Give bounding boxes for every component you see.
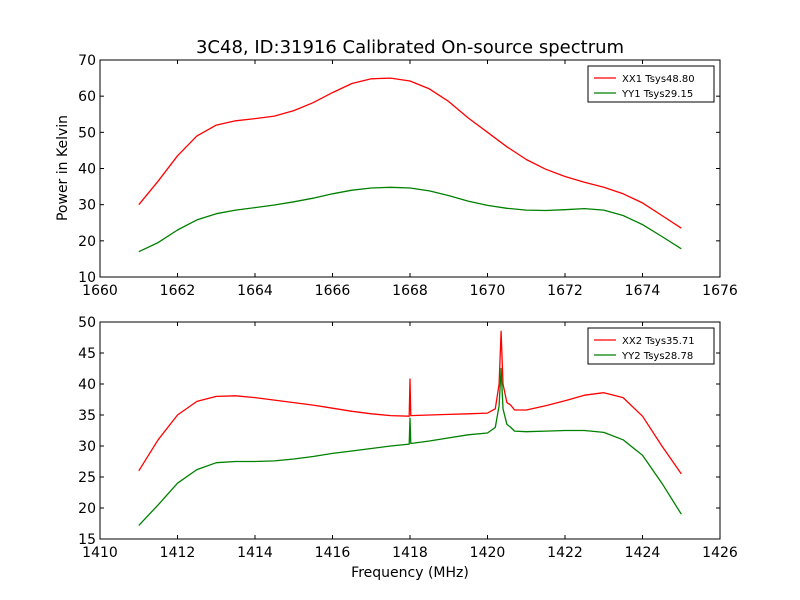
y-tick-label: 50 [78,125,96,141]
y-axis-label: Power in Kelvin [55,115,71,221]
legend-label: XX2 Tsys35.71 [622,336,695,347]
plot-bottom: 1410 1412 1414 1416 1418 1420 1422 1424 1426 15 20… [78,315,738,561]
y-tick-label: 50 [78,315,96,331]
legend-box [587,327,715,365]
x-tick-label: 1422 [547,545,583,561]
series-line-top-2 [138,186,682,253]
x-tick-label: 1662 [160,283,196,299]
x-tick-label: 1414 [237,545,273,561]
x-tick-label: 1412 [160,545,196,561]
x-tick-label: 1676 [702,283,738,299]
x-tick-label: 1668 [392,283,428,299]
x-axis-label: Frequency (MHz) [351,565,469,581]
y-tick-label: 25 [78,470,96,486]
x-tick-label: 1418 [392,545,428,561]
legend-label: YY2 Tsys28.78 [621,351,693,362]
x-tick-label: 1420 [470,545,506,561]
legend-label: XX1 Tsys48.80 [622,74,695,85]
y-tick-label: 10 [78,270,96,286]
x-tick-label: 1664 [237,283,273,299]
x-tick-label: 1410 [82,545,118,561]
y-tick-label: 20 [78,501,96,517]
legend-bottom: XX2 Tsys35.71 YY2 Tsys28.78 [587,327,715,365]
x-tick-label: 1666 [315,283,351,299]
y-tick-label: 40 [78,377,96,393]
x-tick-label: 1660 [82,283,118,299]
plot-top: 1660 1662 1664 1666 1668 1670 1672 1674 1676 10 20… [78,53,738,299]
y-tick-label: 30 [78,198,96,214]
chart-title: 3C48, ID:31916 Calibrated On-source spec… [196,37,624,58]
y-tick-label: 45 [78,346,96,362]
x-tick-label: 1674 [625,283,661,299]
x-tick-label: 1424 [625,545,661,561]
series-line-top-1 [138,77,682,229]
y-tick-label: 40 [78,162,96,178]
legend-box [587,65,715,103]
y-tick-label: 20 [78,234,96,250]
y-tick-label: 60 [78,89,96,105]
x-tick-label: 1670 [470,283,506,299]
x-tick-label: 1672 [547,283,583,299]
y-tick-label: 15 [78,532,96,548]
legend-top: XX1 Tsys48.80 YY1 Tsys29.15 [587,65,715,103]
x-tick-label: 1426 [702,545,738,561]
series-line-bottom-1 [138,330,682,475]
y-tick-label: 70 [78,53,96,69]
legend-label: YY1 Tsys29.15 [621,89,693,100]
series-line-bottom-2 [138,367,682,526]
x-tick-label: 1416 [315,545,351,561]
y-tick-label: 35 [78,408,96,424]
y-tick-label: 30 [78,439,96,455]
